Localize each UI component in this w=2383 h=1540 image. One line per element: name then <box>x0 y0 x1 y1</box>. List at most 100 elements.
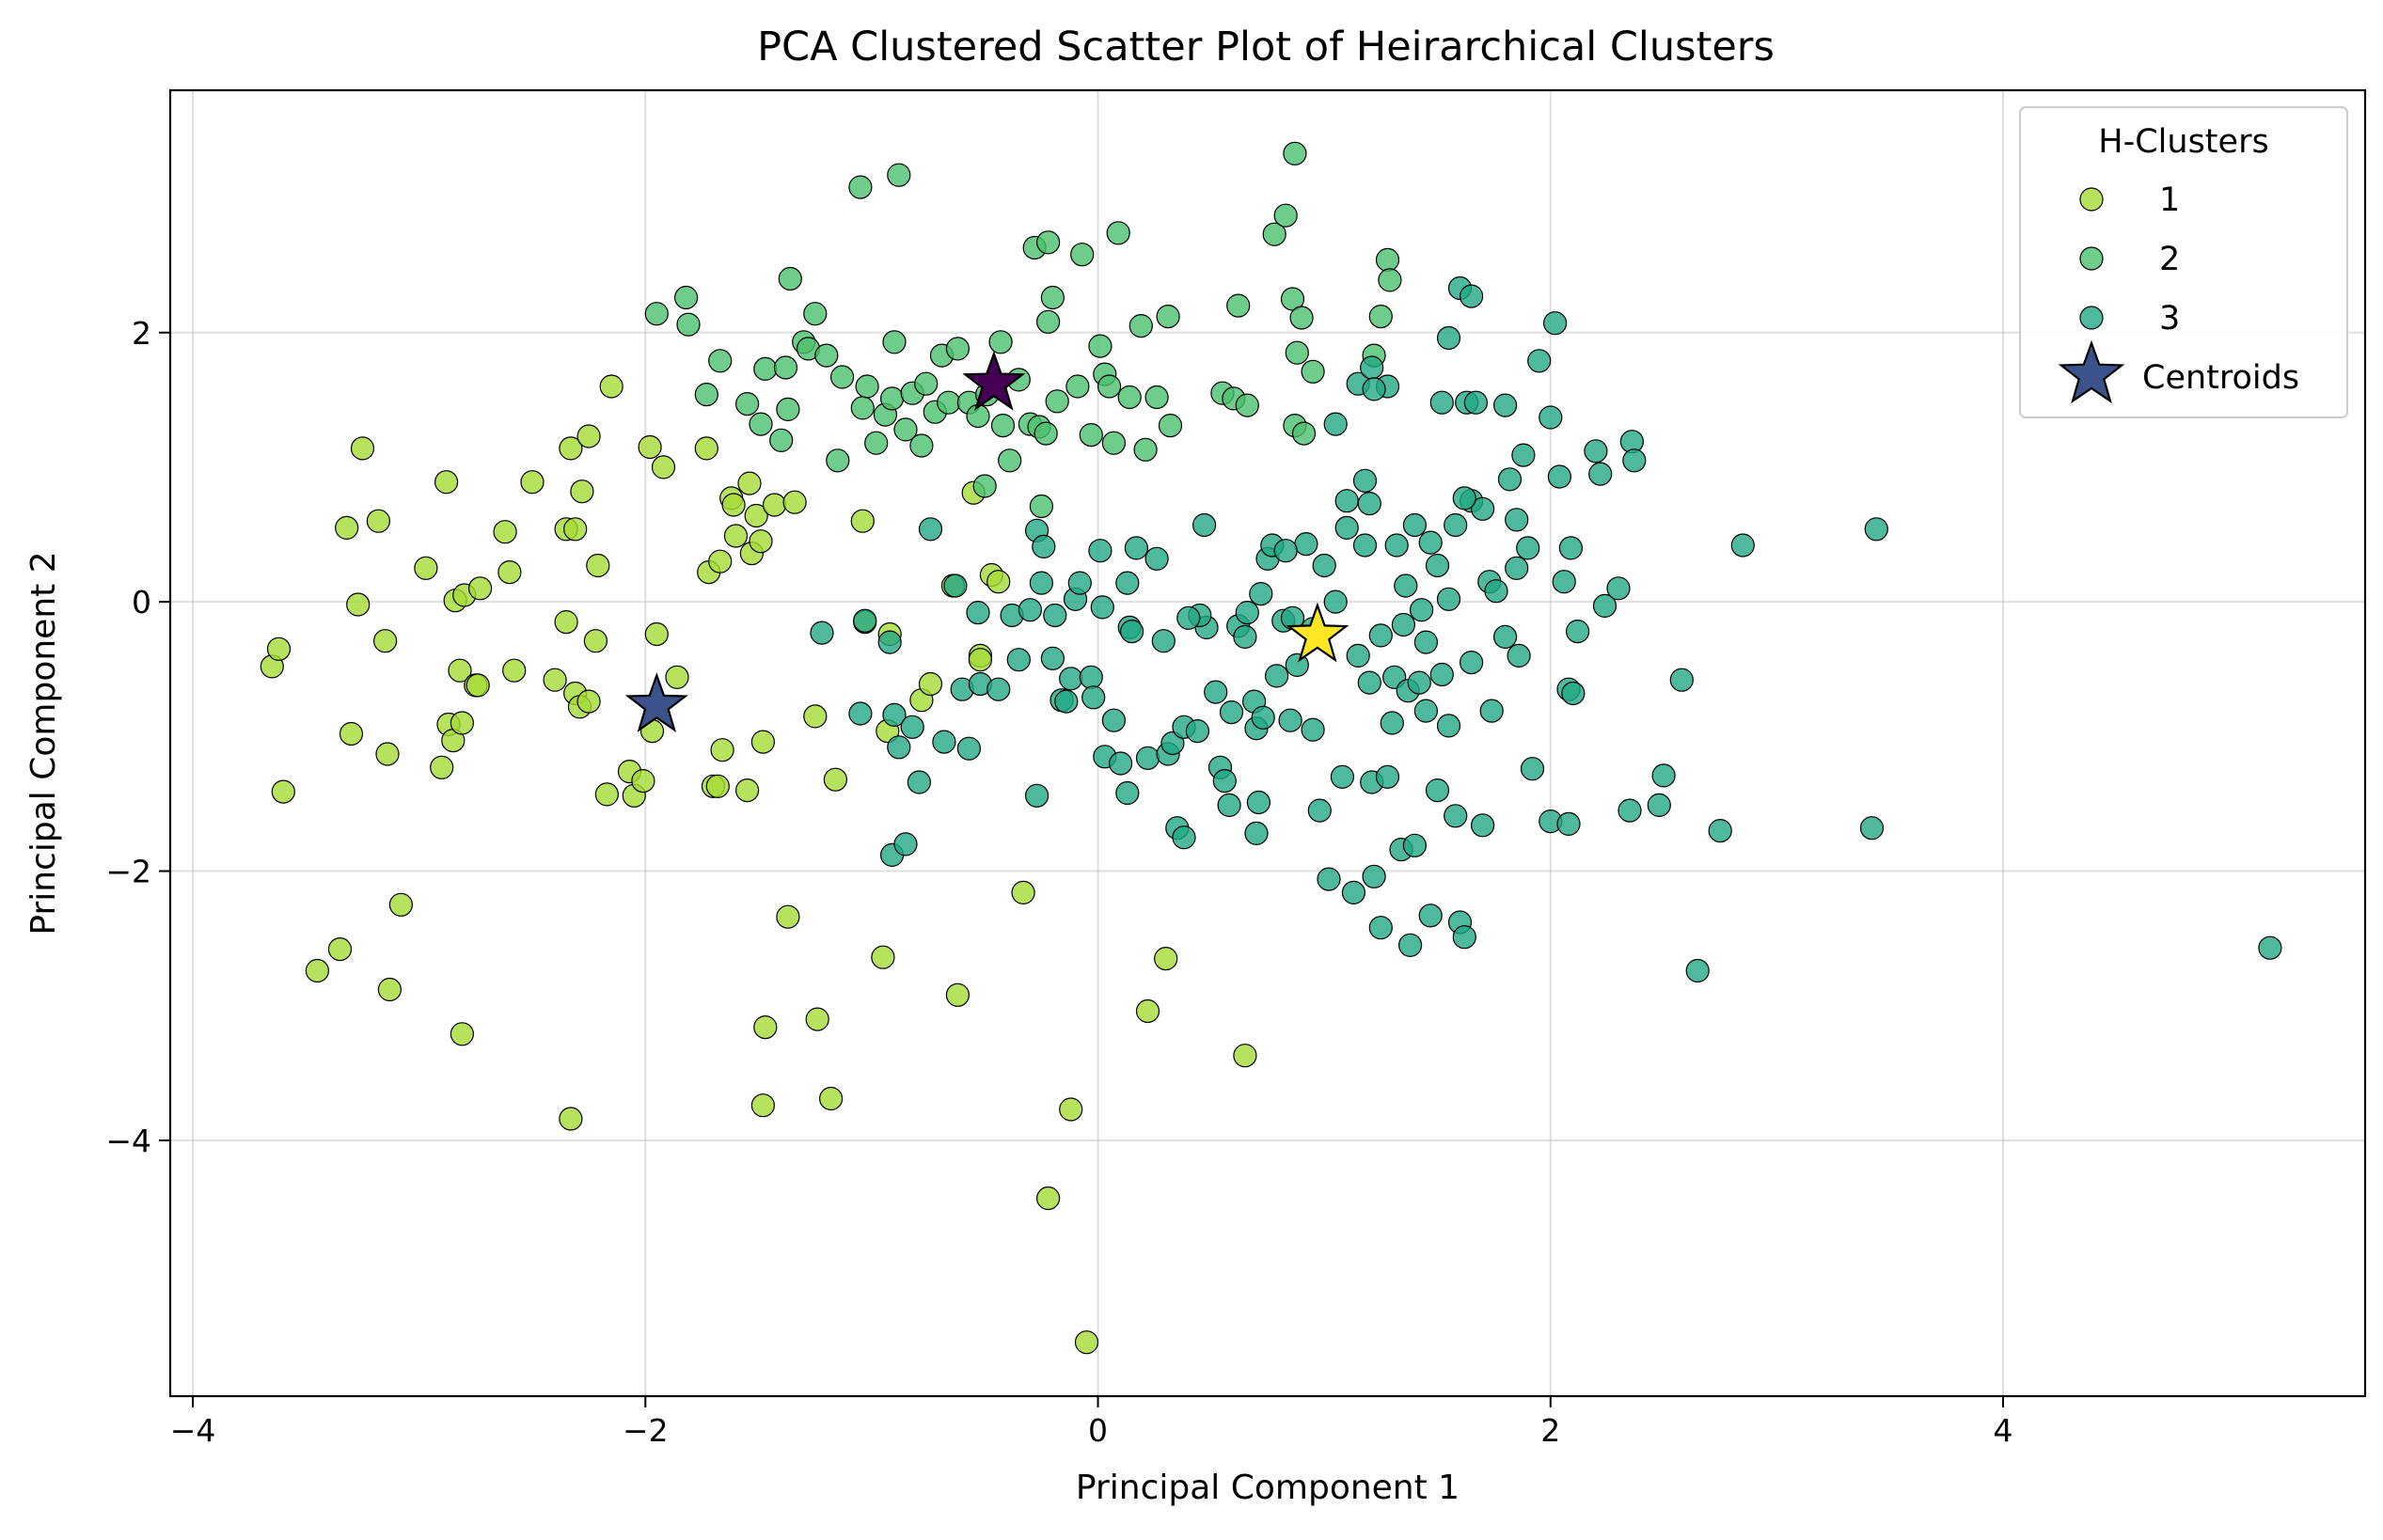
y-tick-label: 2 <box>132 315 151 352</box>
scatter-point-cluster-1 <box>723 524 749 548</box>
scatter-point-cluster-2 <box>826 448 850 473</box>
scatter-point-cluster-3 <box>1346 643 1370 668</box>
scatter-point-cluster-3 <box>943 574 968 598</box>
scatter-point-cluster-1 <box>305 958 329 983</box>
scatter-point-cluster-2 <box>1375 247 1400 272</box>
scatter-point-cluster-2 <box>988 330 1013 354</box>
scatter-point-cluster-3 <box>1235 600 1259 625</box>
scatter-point-cluster-1 <box>559 436 583 461</box>
scatter-point-cluster-3 <box>1307 798 1332 823</box>
scatter-point-cluster-2 <box>676 312 701 337</box>
scatter-point-cluster-2 <box>1035 230 1061 255</box>
scatter-point-cluster-1 <box>750 730 776 754</box>
scatter-point-cluster-2 <box>1378 268 1402 292</box>
scatter-point-cluster-2 <box>1262 222 1286 246</box>
scatter-point-cluster-3 <box>1115 571 1140 595</box>
scatter-point-cluster-2 <box>1301 359 1325 384</box>
scatter-point-cluster-3 <box>1418 904 1443 928</box>
scatter-point-cluster-1 <box>710 738 734 762</box>
scatter-point-cluster-3 <box>1413 630 1439 654</box>
scatter-point-cluster-3 <box>1101 708 1127 732</box>
scatter-point-cluster-1 <box>594 782 620 807</box>
scatter-point-cluster-1 <box>350 436 375 461</box>
scatter-point-cluster-3 <box>1204 680 1228 704</box>
scatter-point-cluster-2 <box>1088 334 1113 358</box>
scatter-point-cluster-3 <box>918 517 943 542</box>
scatter-point-cluster-2 <box>1070 243 1095 267</box>
scatter-point-cluster-3 <box>1040 646 1065 670</box>
scatter-point-cluster-3 <box>1618 798 1642 823</box>
scatter-point-cluster-2 <box>972 474 997 498</box>
scatter-point-cluster-1 <box>708 549 733 574</box>
scatter-point-cluster-1 <box>823 767 848 792</box>
scatter-point-cluster-3 <box>1584 439 1608 464</box>
scatter-point-cluster-3 <box>1397 933 1423 957</box>
scatter-point-cluster-3 <box>1054 689 1079 714</box>
scatter-point-cluster-1 <box>586 553 610 578</box>
scatter-point-cluster-3 <box>1497 467 1523 492</box>
scatter-point-cluster-2 <box>1133 437 1158 462</box>
scatter-point-cluster-2 <box>1289 306 1314 330</box>
scatter-point-cluster-3 <box>2258 935 2282 960</box>
scatter-point-cluster-1 <box>782 490 807 514</box>
scatter-point-cluster-3 <box>1669 668 1694 692</box>
scatter-point-cluster-3 <box>907 770 932 794</box>
scatter-point-cluster-3 <box>1108 751 1133 776</box>
scatter-point-cluster-3 <box>1323 412 1348 436</box>
scatter-point-cluster-2 <box>937 390 961 415</box>
scatter-point-cluster-3 <box>1685 958 1710 983</box>
scatter-point-cluster-3 <box>1368 623 1393 648</box>
scatter-point-cluster-3 <box>848 701 873 726</box>
scatter-point-cluster-3 <box>1172 825 1196 850</box>
scatter-point-cluster-1 <box>734 778 760 803</box>
x-tick-label: 4 <box>1994 1412 2013 1449</box>
scatter-point-cluster-3 <box>1024 783 1049 808</box>
scatter-point-cluster-2 <box>694 383 718 407</box>
scatter-point-cluster-1 <box>266 636 292 661</box>
scatter-point-cluster-1 <box>762 493 787 517</box>
data-points <box>260 141 2282 1355</box>
scatter-point-cluster-3 <box>932 730 956 754</box>
scatter-point-cluster-1 <box>554 609 578 635</box>
scatter-point-cluster-1 <box>651 455 676 479</box>
legend-marker-centroids <box>2058 339 2125 404</box>
scatter-point-cluster-3 <box>1539 405 1563 430</box>
scatter-point-cluster-3 <box>1212 768 1237 794</box>
y-tick-label: −4 <box>105 1123 151 1159</box>
scatter-point-cluster-2 <box>1128 314 1153 338</box>
scatter-point-cluster-1 <box>1154 946 1178 971</box>
scatter-point-cluster-3 <box>1115 780 1140 806</box>
legend-box <box>2019 106 2348 418</box>
scatter-point-cluster-3 <box>1527 349 1552 373</box>
scatter-point-cluster-1 <box>750 1093 776 1118</box>
scatter-point-cluster-2 <box>778 266 802 291</box>
scatter-point-cluster-1 <box>576 424 601 448</box>
scatter-point-cluster-3 <box>1081 685 1106 710</box>
legend-label: Centroids <box>2142 359 2299 397</box>
scatter-point-cluster-3 <box>1312 553 1336 578</box>
scatter-point-cluster-2 <box>882 330 907 354</box>
scatter-point-cluster-3 <box>1380 711 1404 735</box>
scatter-point-cluster-1 <box>1074 1330 1099 1355</box>
scatter-point-cluster-1 <box>753 1014 778 1040</box>
scatter-point-cluster-3 <box>1029 571 1054 595</box>
scatter-point-cluster-3 <box>1402 512 1428 538</box>
scatter-point-cluster-3 <box>1394 574 1418 598</box>
scatter-point-cluster-2 <box>1291 421 1317 446</box>
scatter-point-cluster-3 <box>1459 284 1484 308</box>
scatter-point-cluster-2 <box>673 285 699 310</box>
scatter-point-cluster-3 <box>893 832 918 856</box>
scatter-point-cluster-3 <box>1278 708 1302 732</box>
scatter-point-cluster-3 <box>1730 533 1755 558</box>
scatter-point-cluster-2 <box>1156 305 1180 329</box>
scatter-point-cluster-2 <box>1144 385 1169 410</box>
centroid-star-3 <box>1286 602 1349 663</box>
scatter-point-cluster-2 <box>734 392 760 416</box>
scatter-point-cluster-3 <box>1516 536 1540 560</box>
scatter-point-cluster-3 <box>877 630 902 654</box>
scatter-point-cluster-3 <box>1384 533 1409 558</box>
scatter-point-cluster-1 <box>644 621 669 647</box>
scatter-point-cluster-3 <box>1520 757 1545 781</box>
